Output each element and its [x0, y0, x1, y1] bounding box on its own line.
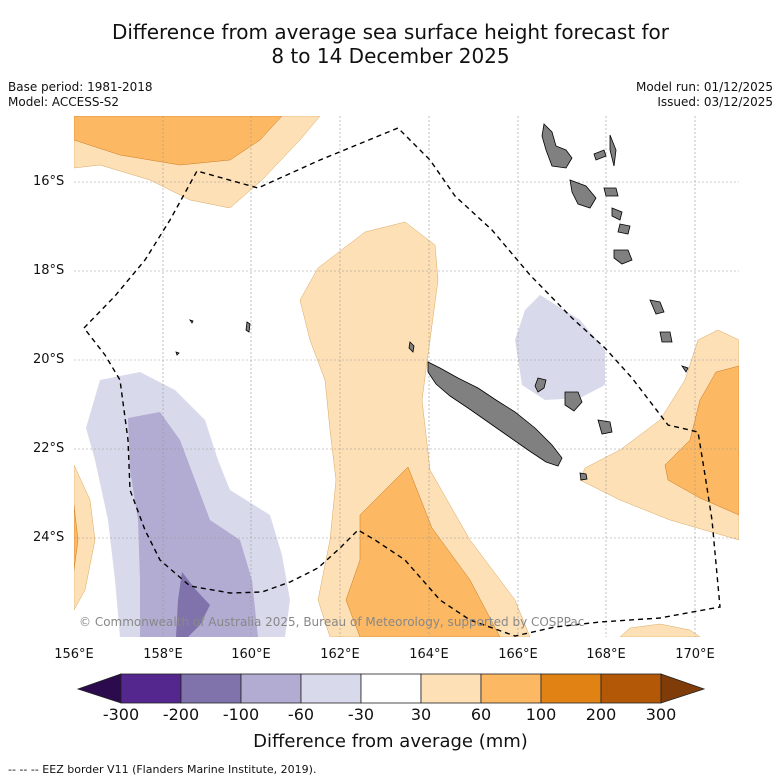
colorbar-bin-m200-m100 [180, 673, 242, 704]
lat-label-16s: 16°S [33, 174, 65, 189]
colorbar-tick-m200: -200 [162, 705, 200, 724]
tanna [649, 299, 665, 315]
colorbar-tick-p100: 100 [525, 705, 557, 724]
epi [611, 207, 623, 221]
anomaly-pos-30-60-south [619, 623, 701, 637]
issued-date: Issued: 03/12/2025 [657, 95, 773, 109]
isle-of-pines [579, 472, 588, 481]
colorbar-tick-m60: -60 [287, 705, 315, 724]
eez-border [83, 127, 721, 637]
colorbar-bin-p30-p60 [420, 673, 482, 704]
anomaly-pos-60-100-east [664, 365, 739, 516]
anomaly-pos-60-100-southwest [74, 504, 79, 571]
title-line-2: 8 to 14 December 2025 [271, 44, 510, 68]
anomaly-neg-30-60-east [515, 295, 605, 400]
belep-islands [408, 341, 415, 353]
model-run: Model run: 01/12/2025 [635, 80, 773, 94]
title-line-1: Difference from average sea surface heig… [111, 20, 670, 44]
anomaly-pos-30-60-southwest [74, 464, 96, 611]
colorbar-tick-m30: -30 [347, 705, 375, 724]
colorbar-bin-m100-m60 [240, 673, 302, 704]
maewo-pentecost [609, 134, 617, 167]
colorbar-tick-m300: -300 [102, 705, 140, 724]
lifou [564, 391, 583, 412]
small-islet-1 [189, 319, 194, 324]
efate [617, 223, 631, 235]
colorbar-extend-min [76, 673, 122, 704]
lat-label-22s: 22°S [33, 441, 65, 456]
eez-footnote: -- -- -- EEZ border V11 (Flanders Marine… [8, 763, 317, 776]
colorbar-bin-m300-m200 [120, 673, 182, 704]
meta-right: Model run: 01/12/2025 Issued: 03/12/2025 [636, 80, 773, 110]
mare [597, 419, 613, 435]
lon-label-166e: 166°E [498, 647, 538, 662]
model-name: Model: ACCESS-S2 [8, 95, 120, 109]
ambrym [603, 187, 619, 197]
base-period: Base period: 1981-2018 [8, 80, 153, 94]
anomaly-pos-60-100-central [345, 466, 501, 637]
anomaly-pos-60-100-northwest [74, 116, 283, 166]
colorbar-bin-p60-p100 [480, 673, 542, 704]
espiritu-santo [541, 123, 573, 169]
anomaly-neg-60-100-west [128, 412, 258, 637]
anomaly-pos-30-60-central [299, 221, 531, 637]
colorbar-extend-max [660, 673, 706, 704]
colorbar-tick-m100: -100 [222, 705, 260, 724]
aneityum [659, 331, 673, 343]
colorbar-tick-p200: 200 [585, 705, 617, 724]
copyright-notice: © Commonwealth of Australia 2025, Bureau… [79, 615, 584, 629]
colorbar-bin-neutral [360, 673, 422, 704]
land [175, 123, 689, 481]
erromango [613, 249, 633, 265]
anomaly-neg-100-200-west [176, 572, 210, 637]
lon-label-164e: 164°E [409, 647, 449, 662]
lon-label-170e: 170°E [675, 647, 715, 662]
colorbar [76, 673, 706, 704]
colorbar-bin-p200-p300 [600, 673, 662, 704]
matthew-island [681, 365, 689, 373]
lon-label-156e: 156°E [54, 647, 94, 662]
colorbar-tick-p300: 300 [645, 705, 677, 724]
lon-label-158e: 158°E [143, 647, 183, 662]
colorbar-tick-p30: 30 [410, 705, 432, 724]
malekula [569, 179, 597, 209]
lat-label-18s: 18°S [33, 263, 65, 278]
map-area: © Commonwealth of Australia 2025, Bureau… [74, 116, 739, 637]
lat-label-20s: 20°S [33, 352, 65, 367]
lon-label-160e: 160°E [231, 647, 271, 662]
gridlines [74, 116, 739, 637]
colorbar-title: Difference from average (mm) [253, 731, 528, 752]
ambae [593, 149, 607, 161]
ouvea [534, 377, 547, 393]
small-islet-2 [175, 351, 180, 356]
lon-label-162e: 162°E [320, 647, 360, 662]
chesterfield-islet [245, 321, 251, 333]
meta-left: Base period: 1981-2018 Model: ACCESS-S2 [8, 80, 153, 110]
map-title: Difference from average sea surface heig… [0, 20, 781, 68]
colorbar-bin-p100-p200 [540, 673, 602, 704]
colorbar-bin-m60-m30 [300, 673, 362, 704]
lat-label-24s: 24°S [33, 530, 65, 545]
lon-label-168e: 168°E [586, 647, 626, 662]
new-caledonia-grande-terre [427, 361, 563, 467]
colorbar-tick-p60: 60 [470, 705, 492, 724]
